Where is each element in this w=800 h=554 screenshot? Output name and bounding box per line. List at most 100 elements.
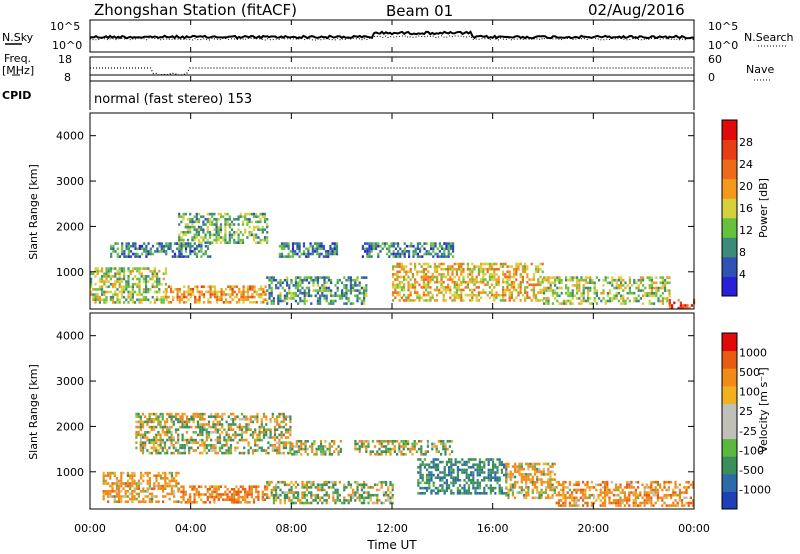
data-cell: [257, 288, 261, 291]
data-cell: [437, 489, 440, 492]
data-cell: [434, 476, 437, 479]
data-cell: [418, 283, 421, 287]
data-cell: [191, 290, 195, 294]
data-cell: [190, 425, 193, 429]
data-cell: [120, 484, 123, 488]
data-cell: [172, 451, 175, 455]
data-cell: [657, 286, 660, 290]
data-cell: [159, 436, 162, 439]
data-cell: [387, 486, 390, 489]
data-cell: [562, 483, 565, 487]
data-cell: [301, 491, 304, 494]
data-cell: [129, 269, 132, 273]
data-cell: [330, 480, 333, 484]
data-cell: [483, 471, 486, 474]
data-cell: [313, 442, 316, 446]
data-cell: [321, 289, 324, 292]
data-cell: [458, 265, 461, 268]
data-cell: [540, 478, 543, 481]
data-cell: [533, 483, 537, 487]
data-cell: [186, 231, 190, 234]
data-cell: [319, 483, 322, 487]
data-cell: [170, 436, 173, 439]
data-cell: [196, 423, 200, 426]
data-cell: [244, 490, 247, 494]
data-cell: [505, 492, 508, 495]
data-cell: [460, 291, 463, 294]
data-cell: [430, 479, 433, 482]
data-cell: [313, 250, 317, 253]
data-cell: [131, 492, 134, 496]
data-cell: [477, 267, 480, 271]
data-cell: [273, 420, 277, 424]
data-cell: [419, 466, 422, 469]
data-cell: [239, 238, 242, 242]
data-cell: [269, 420, 272, 424]
data-cell: [252, 501, 256, 504]
data-cell: [460, 283, 463, 287]
data-cell: [201, 412, 204, 416]
data-cell: [677, 299, 680, 302]
data-cell: [316, 247, 319, 251]
data-cell: [578, 297, 581, 300]
data-cell: [442, 273, 445, 276]
data-cell: [157, 418, 160, 421]
data-cell: [360, 440, 363, 443]
data-cell: [644, 291, 647, 295]
data-cell: [364, 247, 367, 251]
data-cell: [354, 445, 357, 448]
data-cell: [441, 489, 444, 492]
data-cell: [480, 262, 483, 266]
data-cell: [549, 480, 552, 484]
data-cell: [442, 280, 445, 284]
data-cell: [545, 286, 548, 290]
data-cell: [465, 473, 468, 477]
data-cell: [589, 289, 592, 292]
data-cell: [405, 244, 408, 248]
data-cell: [667, 504, 670, 507]
data-cell: [314, 486, 317, 489]
data-cell: [392, 291, 395, 294]
data-cell: [506, 283, 509, 287]
data-cell: [298, 250, 301, 253]
data-cell: [525, 496, 528, 500]
data-cell: [440, 275, 443, 279]
data-cell: [163, 431, 167, 434]
data-cell: [272, 276, 275, 279]
data-cell: [438, 255, 441, 258]
data-cell: [586, 504, 589, 507]
data-cell: [245, 425, 248, 429]
data-cell: [376, 483, 379, 487]
data-cell: [482, 275, 485, 279]
data-cell: [352, 493, 355, 497]
data-cell: [107, 290, 110, 294]
data-cell: [191, 223, 194, 226]
data-cell: [197, 212, 201, 216]
data-cell: [493, 270, 496, 274]
data-cell: [460, 273, 463, 276]
data-cell: [683, 486, 686, 489]
data-cell: [478, 468, 481, 472]
data-cell: [116, 298, 119, 302]
data-cell: [115, 495, 118, 498]
data-cell: [668, 291, 671, 295]
data-cell: [521, 270, 524, 274]
data-cell: [297, 440, 301, 443]
data-cell: [260, 449, 263, 452]
data-cell: [663, 483, 666, 487]
data-cell: [345, 294, 348, 298]
data-cell: [263, 238, 267, 242]
data-cell: [439, 476, 442, 479]
data-cell: [120, 477, 123, 480]
data-cell: [421, 463, 424, 466]
data-cell: [443, 492, 446, 495]
data-cell: [208, 236, 212, 239]
data-cell: [148, 431, 151, 434]
data-cell: [520, 473, 523, 476]
data-cell: [617, 493, 620, 497]
data-cell: [266, 223, 269, 226]
data-cell: [158, 290, 161, 294]
data-cell: [508, 265, 511, 268]
data-cell: [193, 225, 196, 229]
